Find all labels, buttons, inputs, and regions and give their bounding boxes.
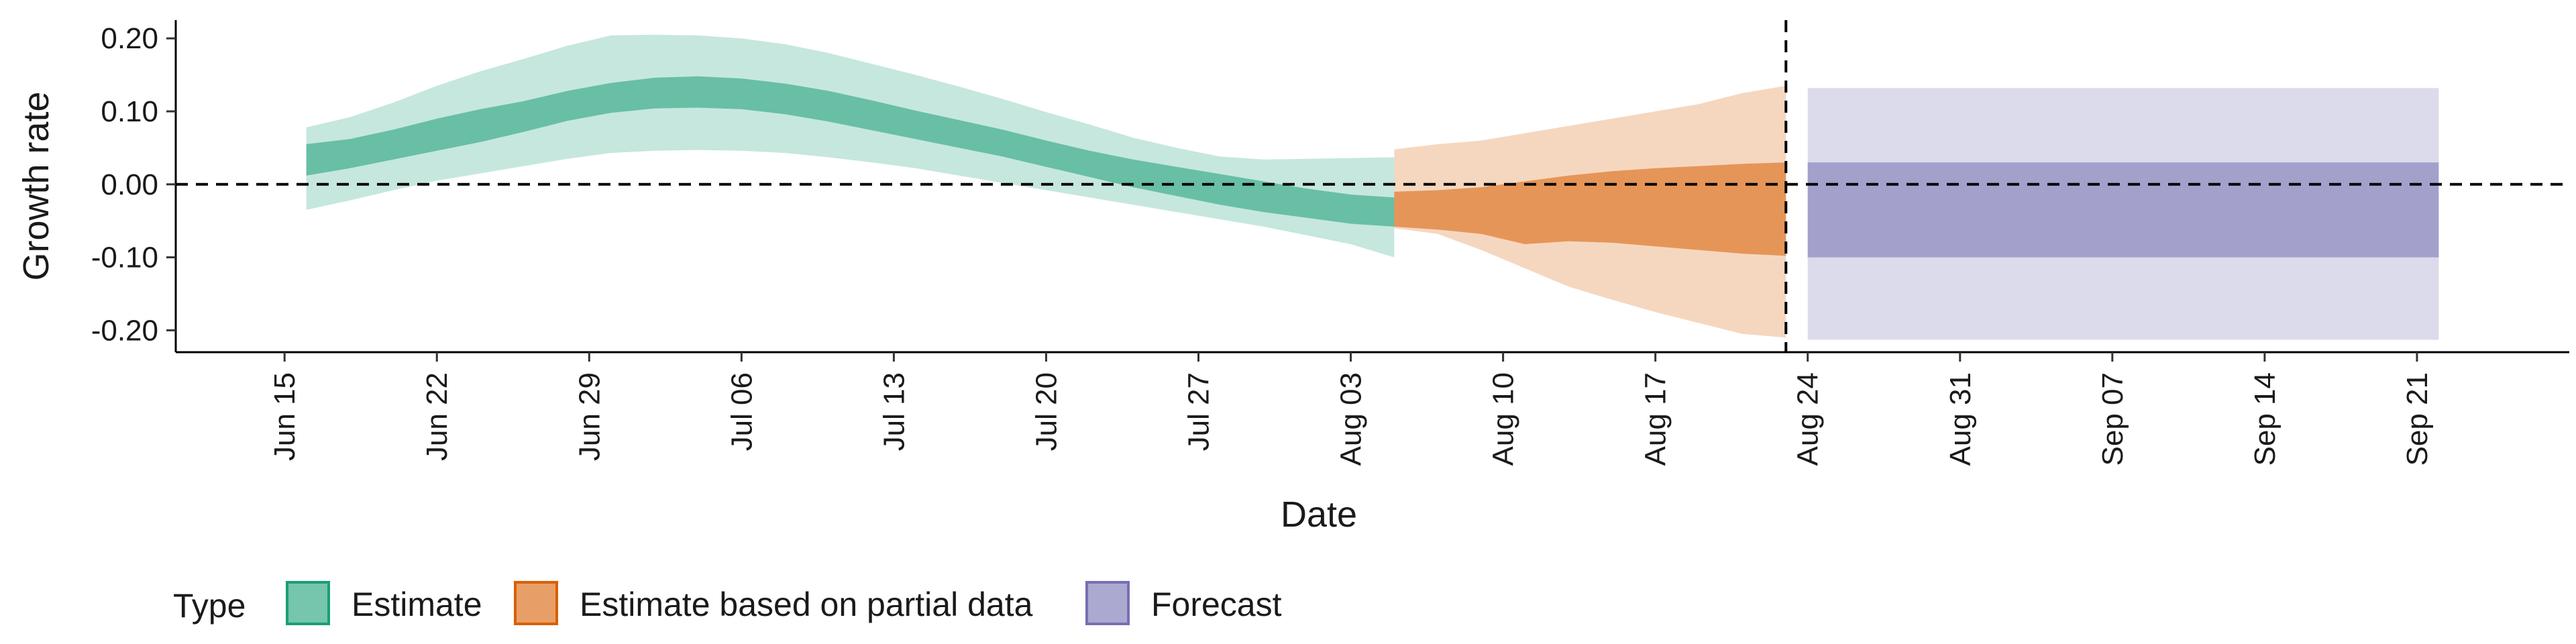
x-tick-label: Jun 22 xyxy=(421,372,453,461)
x-tick-label: Jun 15 xyxy=(268,372,301,461)
x-axis-title: Date xyxy=(1281,494,1357,535)
x-tick-label: Sep 07 xyxy=(2096,372,2129,466)
reference-lines-layer xyxy=(176,20,2569,352)
forecast-inner-band xyxy=(1807,162,2439,258)
x-tick-label: Jul 27 xyxy=(1183,372,1216,451)
x-tick-label: Jun 29 xyxy=(573,372,606,461)
y-tick-label: -0.10 xyxy=(91,241,158,274)
x-tick-label: Aug 17 xyxy=(1640,372,1672,466)
x-tick-label: Jul 13 xyxy=(877,372,910,451)
forecast-legend-key xyxy=(1085,581,1130,625)
estimate-outer-band xyxy=(306,34,1395,258)
partial-legend-key xyxy=(514,581,558,625)
y-tick-label: 0.10 xyxy=(101,95,158,128)
x-tick-label: Aug 10 xyxy=(1487,372,1520,466)
legend: Type Estimate Estimate based on partial da… xyxy=(173,581,1282,625)
x-tick-label: Sep 14 xyxy=(2249,372,2282,466)
partial-legend-label: Estimate based on partial data xyxy=(580,586,1033,623)
x-tick-label: Aug 03 xyxy=(1335,372,1368,466)
y-tick-label: -0.20 xyxy=(91,314,158,347)
axes-layer: 0.20 0.10 0.00 -0.10 -0.20 Jun 15 Jun 22 Jun 29… xyxy=(16,20,2569,535)
x-tick-label: Aug 31 xyxy=(1944,372,1977,466)
x-tick-label: Jul 06 xyxy=(725,372,758,451)
estimate-legend-label: Estimate xyxy=(352,586,482,623)
estimate-inner-band xyxy=(306,76,1395,227)
x-tick-label: Jul 20 xyxy=(1030,372,1063,451)
y-tick-label: 0.20 xyxy=(101,22,158,55)
forecast-legend-label: Forecast xyxy=(1151,586,1282,623)
x-tick-label: Sep 21 xyxy=(2401,372,2434,466)
estimate-legend-key xyxy=(286,581,330,625)
bands-layer xyxy=(306,34,2439,340)
partial-inner-band xyxy=(1394,162,1786,256)
y-tick-label: 0.00 xyxy=(101,168,158,201)
x-tick-label: Aug 24 xyxy=(1792,372,1825,466)
legend-title: Type xyxy=(173,587,246,625)
y-axis-title: Growth rate xyxy=(16,91,56,280)
